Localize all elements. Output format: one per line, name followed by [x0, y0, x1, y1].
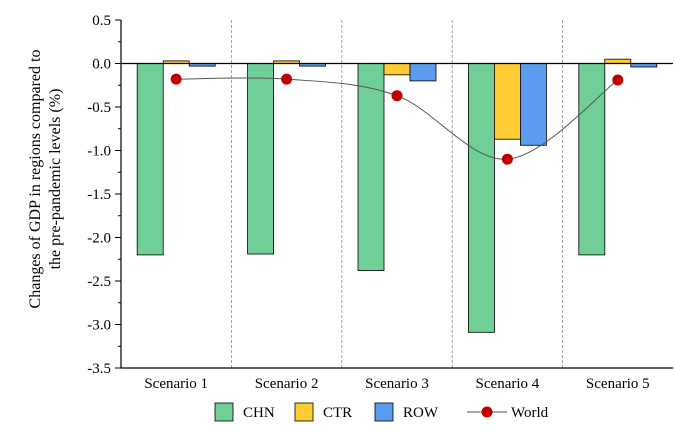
- world-points: [170, 73, 624, 165]
- legend-label-ctr: CTR: [323, 405, 352, 421]
- world-point-1: [170, 73, 182, 85]
- bar-row-4: [520, 63, 547, 146]
- world-point-3: [391, 90, 403, 102]
- legend-marker-world: [481, 406, 493, 418]
- bars-group: [136, 58, 658, 333]
- y-tick-label: -1.0: [87, 144, 111, 160]
- bar-ctr-5: [604, 58, 632, 64]
- y-tick-label: -3.5: [87, 361, 111, 377]
- legend-label-chn: CHN: [243, 405, 275, 421]
- bar-chn-5: [578, 63, 606, 256]
- x-tick-label: Scenario 4: [476, 376, 540, 392]
- y-axis-title-line: the pre-pandemic levels (%): [47, 89, 64, 270]
- legend: CHN CTR ROW World: [214, 402, 549, 422]
- legend-label-world: World: [511, 405, 549, 421]
- y-tick-label: 0.0: [92, 57, 111, 73]
- y-tick-label: -1.5: [87, 187, 111, 203]
- y-axis-title: Changes of GDP in regions compared to the…: [27, 50, 64, 309]
- world-point-4: [501, 153, 513, 165]
- y-axis-title-line: Changes of GDP in regions compared to: [27, 50, 44, 309]
- y-tick-label: -3.0: [87, 318, 111, 334]
- bar-chn-2: [247, 63, 275, 255]
- y-tick-label: -2.0: [87, 231, 111, 247]
- x-tick-label: Scenario 5: [586, 376, 650, 392]
- bar-ctr-4: [493, 63, 521, 140]
- y-tick-labels: 0.5 0.0 -0.5 -1.0 -1.5 -2.0 -2.5 -3.0 -3.5: [87, 13, 111, 377]
- x-tick-label: Scenario 3: [365, 376, 429, 392]
- legend-label-row: ROW: [403, 405, 439, 421]
- y-tick-label: 0.5: [92, 13, 111, 29]
- legend-swatch-ctr: [294, 402, 314, 422]
- world-point-5: [612, 74, 624, 86]
- x-tick-labels: Scenario 1 Scenario 2 Scenario 3 Scenario 4…: [144, 376, 649, 392]
- legend-swatch-row: [374, 402, 394, 422]
- y-tick-label: -2.5: [87, 274, 111, 290]
- legend-swatch-chn: [214, 402, 234, 422]
- world-point-2: [281, 73, 293, 85]
- bar-chn-1: [136, 63, 164, 256]
- x-tick-label: Scenario 2: [255, 376, 319, 392]
- bar-ctr-3: [383, 63, 411, 76]
- bar-chn-3: [357, 63, 385, 271]
- bar-row-3: [409, 63, 437, 82]
- y-tick-label: -0.5: [87, 100, 111, 116]
- bar-chn-4: [467, 63, 495, 333]
- x-tick-label: Scenario 1: [144, 376, 208, 392]
- world-series-line: [176, 77, 619, 160]
- axes: [115, 19, 673, 369]
